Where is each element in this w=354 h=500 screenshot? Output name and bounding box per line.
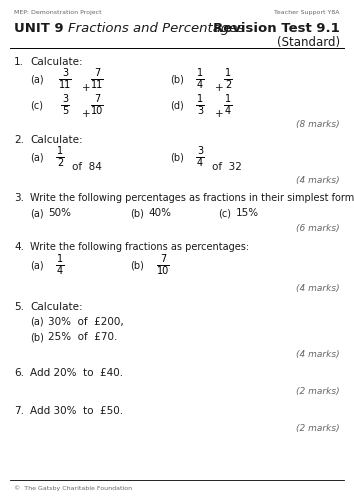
Text: (c): (c) xyxy=(30,100,43,110)
Text: 1: 1 xyxy=(197,68,203,78)
Text: (6 marks): (6 marks) xyxy=(296,224,340,233)
Text: 7: 7 xyxy=(94,94,100,104)
Text: (8 marks): (8 marks) xyxy=(296,120,340,129)
Text: Add 30%  to  £50.: Add 30% to £50. xyxy=(30,406,123,416)
Text: (a): (a) xyxy=(30,152,44,162)
Text: 2: 2 xyxy=(225,80,231,90)
Text: (b): (b) xyxy=(130,260,144,270)
Text: 3: 3 xyxy=(62,94,68,104)
Text: Fractions and Percentages: Fractions and Percentages xyxy=(68,22,244,35)
Text: 7: 7 xyxy=(94,68,100,78)
Text: 3.: 3. xyxy=(14,193,24,203)
Text: 3: 3 xyxy=(197,146,203,156)
Text: +: + xyxy=(215,83,224,93)
Text: (a): (a) xyxy=(30,208,44,218)
Text: Calculate:: Calculate: xyxy=(30,302,82,312)
Text: 4: 4 xyxy=(197,80,203,90)
Text: 3: 3 xyxy=(62,68,68,78)
Text: (d): (d) xyxy=(170,100,184,110)
Text: (b): (b) xyxy=(30,332,44,342)
Text: 4.: 4. xyxy=(14,242,24,252)
Text: +: + xyxy=(82,83,91,93)
Text: 15%: 15% xyxy=(236,208,259,218)
Text: 10: 10 xyxy=(157,266,169,276)
Text: (b): (b) xyxy=(130,208,144,218)
Text: of  32: of 32 xyxy=(212,162,242,172)
Text: 1: 1 xyxy=(197,94,203,104)
Text: Write the following fractions as percentages:: Write the following fractions as percent… xyxy=(30,242,249,252)
Text: (c): (c) xyxy=(218,208,231,218)
Text: 50%: 50% xyxy=(48,208,71,218)
Text: ©  The Gatsby Charitable Foundation: © The Gatsby Charitable Foundation xyxy=(14,485,132,490)
Text: Calculate:: Calculate: xyxy=(30,135,82,145)
Text: (b): (b) xyxy=(170,152,184,162)
Text: 6.: 6. xyxy=(14,368,24,378)
Text: (4 marks): (4 marks) xyxy=(296,350,340,359)
Text: 30%  of  £200,: 30% of £200, xyxy=(48,317,124,327)
Text: UNIT 9: UNIT 9 xyxy=(14,22,64,35)
Text: (a): (a) xyxy=(30,317,44,327)
Text: 25%  of  £70.: 25% of £70. xyxy=(48,332,118,342)
Text: 1: 1 xyxy=(57,254,63,264)
Text: 11: 11 xyxy=(91,80,103,90)
Text: (Standard): (Standard) xyxy=(277,36,340,49)
Text: Write the following percentages as fractions in their simplest form:: Write the following percentages as fract… xyxy=(30,193,354,203)
Text: 10: 10 xyxy=(91,106,103,117)
Text: 4: 4 xyxy=(197,158,203,168)
Text: Add 20%  to  £40.: Add 20% to £40. xyxy=(30,368,123,378)
Text: +: + xyxy=(82,109,91,119)
Text: 11: 11 xyxy=(59,80,71,90)
Text: 5.: 5. xyxy=(14,302,24,312)
Text: +: + xyxy=(215,109,224,119)
Text: (b): (b) xyxy=(170,74,184,84)
Text: Calculate:: Calculate: xyxy=(30,57,82,67)
Text: 2.: 2. xyxy=(14,135,24,145)
Text: 3: 3 xyxy=(197,106,203,117)
Text: 1.: 1. xyxy=(14,57,24,67)
Text: 40%: 40% xyxy=(148,208,171,218)
Text: 4: 4 xyxy=(225,106,231,117)
Text: (2 marks): (2 marks) xyxy=(296,387,340,396)
Text: 2: 2 xyxy=(57,158,63,168)
Text: MEP: Demonstration Project: MEP: Demonstration Project xyxy=(14,10,102,15)
Text: 4: 4 xyxy=(57,266,63,276)
Text: 7.: 7. xyxy=(14,406,24,416)
Text: of  84: of 84 xyxy=(72,162,102,172)
Text: 5: 5 xyxy=(62,106,68,117)
Text: 7: 7 xyxy=(160,254,166,264)
Text: (a): (a) xyxy=(30,260,44,270)
Text: 1: 1 xyxy=(225,94,231,104)
Text: 1: 1 xyxy=(57,146,63,156)
Text: (4 marks): (4 marks) xyxy=(296,284,340,293)
Text: (2 marks): (2 marks) xyxy=(296,424,340,433)
Text: (a): (a) xyxy=(30,74,44,84)
Text: 1: 1 xyxy=(225,68,231,78)
Text: (4 marks): (4 marks) xyxy=(296,176,340,185)
Text: Teacher Support Y8A: Teacher Support Y8A xyxy=(274,10,340,15)
Text: Revision Test 9.1: Revision Test 9.1 xyxy=(213,22,340,35)
